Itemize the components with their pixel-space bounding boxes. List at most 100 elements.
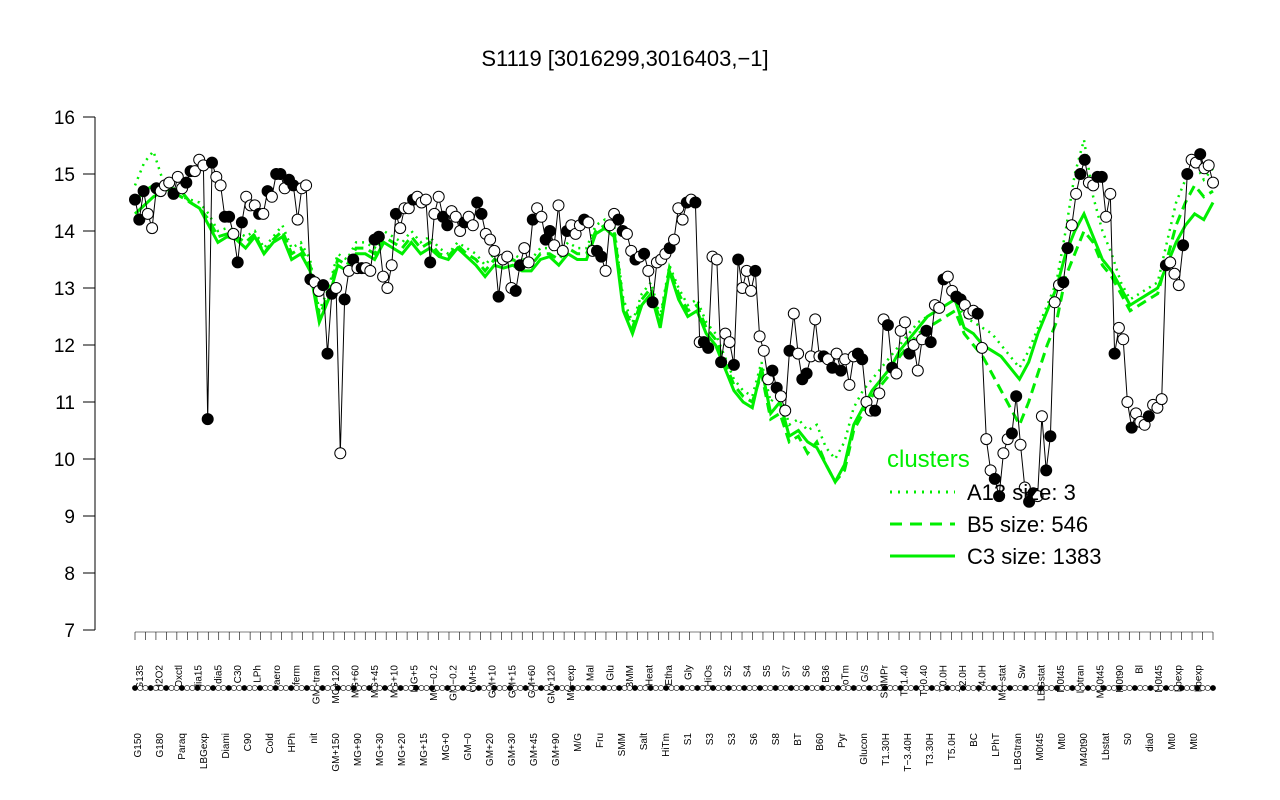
data-point xyxy=(475,207,488,220)
data-point xyxy=(774,390,787,403)
x-rug-point xyxy=(991,685,998,691)
x-tick-label-upper: T4.0H xyxy=(978,665,989,692)
data-point xyxy=(766,364,779,377)
x-rug-point xyxy=(1027,685,1034,691)
data-point xyxy=(223,210,236,223)
data-point xyxy=(890,367,903,380)
data-point xyxy=(1142,410,1155,423)
data-point xyxy=(710,253,723,266)
y-tick-label: 10 xyxy=(54,450,75,471)
x-tick-label-lower: T1.30H xyxy=(881,733,892,766)
x-rug-point xyxy=(168,685,175,691)
data-point xyxy=(552,199,565,212)
x-tick-label-upper: Lbexp xyxy=(1174,665,1185,693)
data-point xyxy=(321,347,334,360)
data-point xyxy=(1044,430,1057,443)
data-point xyxy=(501,250,514,263)
x-rug-point xyxy=(236,685,243,691)
x-rug-point xyxy=(522,685,529,691)
x-tick-label-upper: M0t90 xyxy=(1115,665,1126,693)
x-tick-label-upper: GM+15 xyxy=(507,665,518,699)
x-tick-label-upper: HiOs xyxy=(703,665,714,687)
data-point xyxy=(227,227,240,240)
x-tick-label-lower: GM−0 xyxy=(463,733,474,761)
data-point xyxy=(334,447,347,460)
x-tick-label-lower: dia0 xyxy=(1145,733,1156,752)
x-tick-label-lower: G180 xyxy=(155,733,166,758)
data-point xyxy=(492,290,505,303)
data-point xyxy=(869,404,882,417)
x-tick-label-lower: GM+150 xyxy=(331,733,342,772)
x-tick-label-upper: Glu xyxy=(605,665,616,681)
x-rug-point xyxy=(413,685,420,691)
data-point xyxy=(522,256,535,269)
x-rug-point xyxy=(329,685,336,691)
data-point xyxy=(364,264,377,277)
x-tick-label-upper: M0t45 xyxy=(1154,665,1165,693)
x-rug-point xyxy=(559,685,565,691)
x-tick-label-upper: Bl xyxy=(1135,665,1146,674)
x-tick-label-upper: B36 xyxy=(821,665,832,683)
data-point xyxy=(137,185,150,198)
data-point xyxy=(291,213,304,226)
data-point xyxy=(146,222,159,235)
x-rug-point xyxy=(1001,685,1008,691)
legend-entry-label: B5 size: 546 xyxy=(967,512,1088,537)
x-tick-label-upper: MG+60 xyxy=(351,665,362,699)
data-point xyxy=(201,413,214,426)
data-point xyxy=(1164,256,1177,269)
x-rug-point xyxy=(767,685,774,691)
profile-series xyxy=(129,148,1219,508)
x-tick-label-upper: S2 xyxy=(723,665,734,678)
x-tick-label-lower: BT xyxy=(793,733,804,746)
x-tick-label-lower: GM+45 xyxy=(529,733,540,767)
x-tick-label-lower: S3 xyxy=(705,733,716,746)
x-rug-point xyxy=(1079,685,1086,691)
x-rug-point xyxy=(392,685,399,691)
legend-entry-label: C3 size: 1383 xyxy=(967,544,1102,569)
y-tick-label: 12 xyxy=(54,336,75,357)
x-rug-point xyxy=(1210,685,1216,691)
x-rug-point xyxy=(527,685,534,691)
x-tick-label-upper: Mal xyxy=(586,665,597,681)
data-point xyxy=(702,341,715,354)
x-rug-point xyxy=(772,685,779,691)
x-rug-point xyxy=(465,685,472,691)
x-tick-label-upper: dia5 xyxy=(213,665,224,684)
legend-entry-label: A13 size: 3 xyxy=(967,480,1076,505)
data-point xyxy=(432,190,445,203)
x-tick-label-lower: Pyr xyxy=(837,732,848,748)
x-tick-label-lower: GM+30 xyxy=(507,733,518,767)
data-point xyxy=(1005,427,1018,440)
x-rug-point xyxy=(564,685,571,691)
data-point xyxy=(672,202,685,215)
x-rug-point xyxy=(376,685,383,691)
x-rug-point xyxy=(585,685,591,691)
data-point xyxy=(394,222,407,235)
x-rug-point xyxy=(491,685,498,691)
x-rug-point xyxy=(569,685,576,691)
data-point xyxy=(1194,148,1207,161)
x-rug-point xyxy=(887,685,894,691)
data-point xyxy=(1078,153,1091,166)
x-rug-point xyxy=(824,685,831,691)
data-point xyxy=(1172,279,1185,292)
data-point xyxy=(389,207,402,220)
x-rug-point xyxy=(1017,685,1024,691)
x-rug-point xyxy=(1053,685,1060,691)
x-tick-label-upper: MG+45 xyxy=(370,665,381,699)
x-tick-label-upper: M9−exp xyxy=(566,665,577,701)
x-rug-point xyxy=(980,685,987,691)
x-rug-point xyxy=(1059,685,1065,691)
x-tick-label-lower: Paraq xyxy=(177,733,188,760)
x-rug-point xyxy=(246,685,253,691)
x-rug-point xyxy=(418,685,425,691)
x-tick-label-upper: S6 xyxy=(801,665,812,678)
y-tick-label: 14 xyxy=(54,222,76,243)
data-point xyxy=(809,313,822,326)
data-point xyxy=(300,179,313,192)
x-rug-point xyxy=(866,685,873,691)
x-rug-point xyxy=(507,685,513,691)
x-rug-point xyxy=(158,685,164,691)
x-rug-point xyxy=(986,685,992,691)
